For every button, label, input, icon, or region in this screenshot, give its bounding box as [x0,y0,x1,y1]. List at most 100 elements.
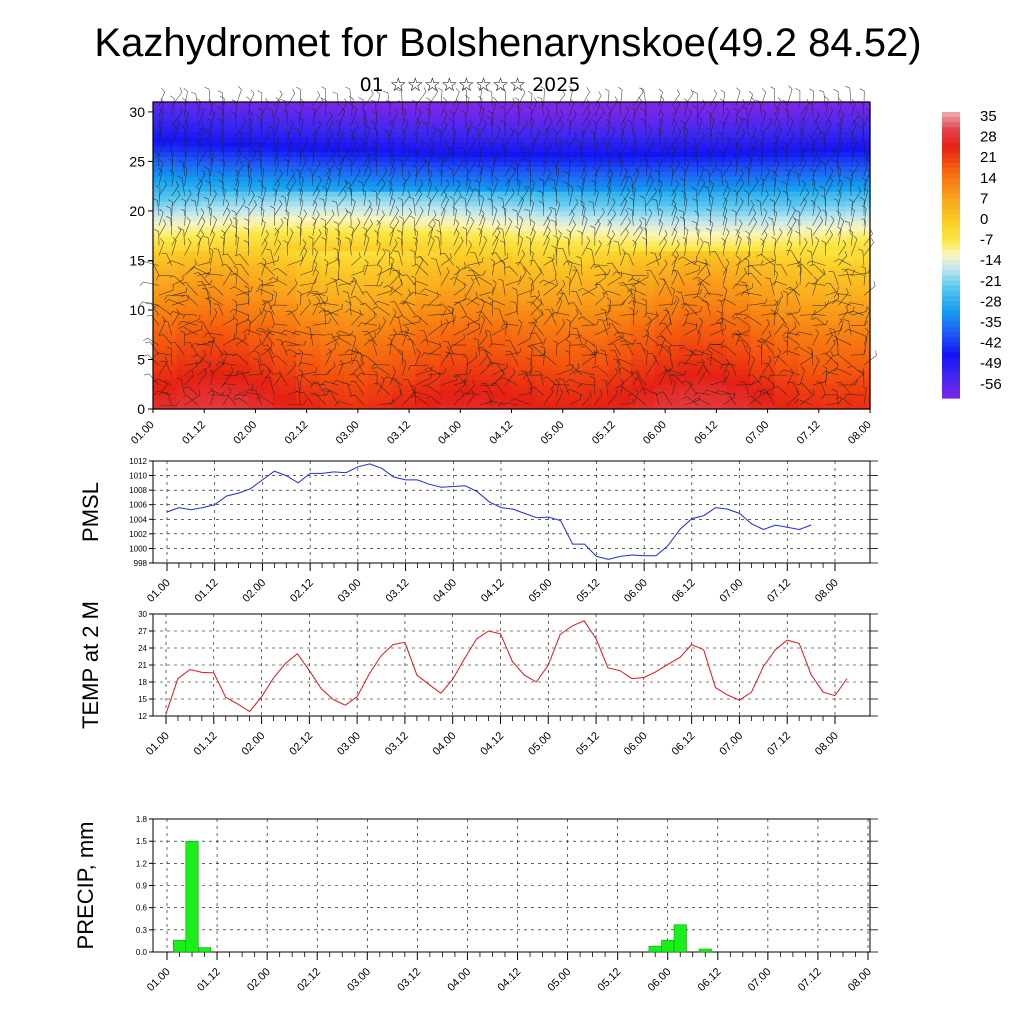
precip-bar [198,947,212,953]
wind-barb [466,157,477,176]
x-tick-label: 02.12 [283,419,311,447]
wind-barb [564,140,570,156]
wind-barb [492,96,497,117]
temperature-cell [176,389,202,395]
temperature-cell [846,329,871,336]
wind-barb [158,334,173,346]
wind-barb [169,275,185,286]
temperature-cell [176,146,202,153]
wind-barb [351,105,357,126]
temperature-cell [415,389,441,395]
y-tick-label: 1004 [129,515,147,524]
temperature-cell [822,166,847,172]
wind-barb [338,147,349,166]
temperature-cell [415,364,441,370]
wind-barb [863,350,877,366]
wind-barb [620,175,629,196]
temperature-cell [487,344,513,351]
wind-barb [756,254,775,266]
wind-barb [220,236,225,256]
temperature-cell [200,305,226,311]
temperature-cell [463,220,489,227]
wind-barb [530,128,541,147]
wind-barb [261,308,267,326]
temperature-cell [153,324,178,331]
wind-barb [492,235,499,256]
wind-barb [209,148,214,166]
temperature-cell [822,245,847,252]
wind-barb [681,190,686,206]
wind-barb [501,206,507,226]
temperature-cell [726,364,752,370]
x-tick-label: 01.00 [145,966,173,994]
temperature-cell [272,116,297,123]
temperature-cell [607,354,632,361]
wind-barb [838,217,845,236]
wind-barb [741,118,749,136]
wind-barb [838,116,843,136]
temperature-cell [583,275,608,281]
x-tick-label: 05.12 [596,966,624,994]
temperature-cell [463,196,489,202]
wind-barb [298,188,303,206]
wind-barb [786,389,799,406]
temperature-cell [750,344,775,351]
temperature-cell [631,324,656,331]
temperature-cell [607,201,632,207]
wind-barb [505,347,522,356]
temperature-cell [272,181,297,187]
wind-barb [255,288,275,296]
wind-barb [334,228,340,246]
temperature-cell [320,181,345,187]
wind-barb [459,146,467,166]
temperature-cell [750,111,775,118]
temperature-cell [248,270,274,276]
temperature-cell [415,314,441,321]
wind-barb [182,150,187,166]
temperature-cell [702,220,728,227]
wind-barb [799,148,804,166]
wind-barb [248,126,253,146]
temperature-cell [248,186,274,192]
wind-barb [640,149,647,166]
temperature-cell [200,220,226,227]
temperature-cell [822,240,847,247]
wind-barb [529,250,534,266]
wind-barb [774,228,783,246]
wind-barb [197,321,211,336]
temperature-cell [798,275,823,281]
temperature-cell [415,379,441,385]
temperature-cell [296,349,321,356]
wind-barb [799,188,810,206]
temperature-cell [631,394,656,400]
temperature-cell [224,354,250,361]
wind-barb [716,310,724,326]
x-tick-label: 01.12 [193,577,221,605]
wind-barb [312,175,322,196]
wind-barb [453,265,460,286]
wind-barb [184,390,200,406]
temperature-cell [200,260,226,266]
wind-barb [447,305,455,326]
temperature-cell [439,295,465,301]
wind-barb [479,380,498,386]
temperature-cell [631,300,656,306]
temperature-cell [415,156,441,163]
temperature-cell [176,136,202,143]
wind-barb [158,119,163,136]
wind-barb [299,298,311,316]
wind-barb [287,399,307,406]
temperature-cell [846,260,871,266]
wind-barb [720,298,736,306]
temperature-cell [296,136,321,143]
temperature-cell [248,329,274,336]
temperature-cell [607,404,632,410]
wind-barb [440,318,450,336]
wind-barb [833,353,852,366]
x-tick-label: 07.12 [765,730,793,758]
wind-barb [478,95,483,117]
temperature-cell [153,196,178,202]
temperature-cell [750,329,775,336]
temperature-cell [822,295,847,301]
temperature-cell [272,270,297,276]
